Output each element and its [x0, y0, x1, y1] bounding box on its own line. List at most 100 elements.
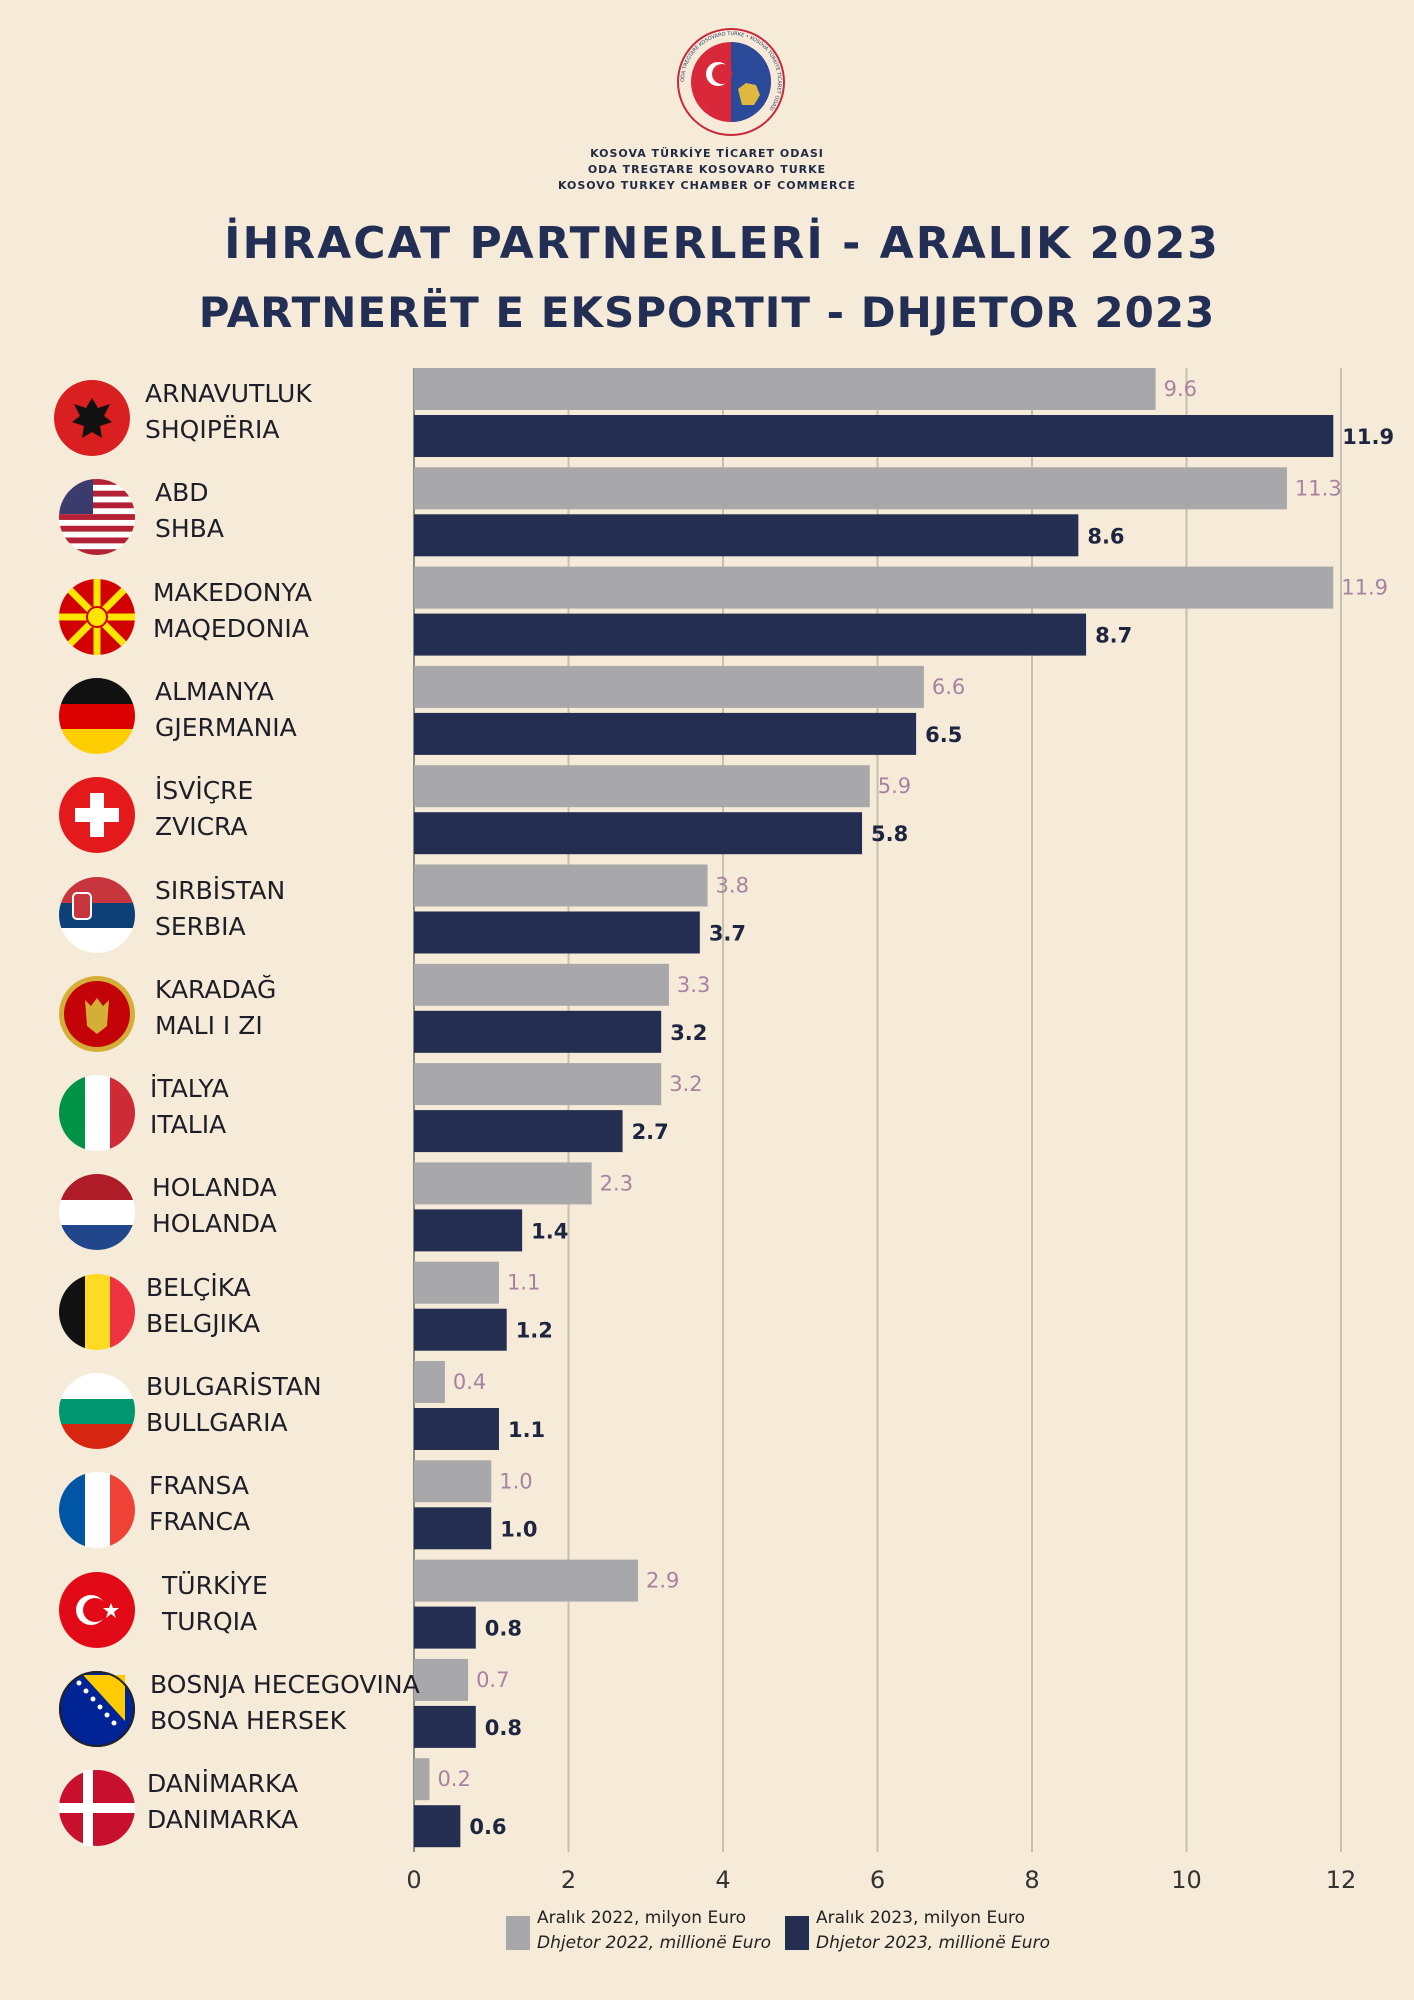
bar-2022 [414, 765, 870, 808]
data-label-2022: 3.2 [669, 1072, 702, 1096]
country-name-albanian: SERBIA [155, 911, 246, 941]
legend-text-2023-line2: Dhjetor 2023, millionë Euro [816, 1933, 1050, 1953]
country-name-turkish: DANİMARKA [147, 1769, 299, 1799]
data-label-2022: 0.2 [437, 1767, 470, 1791]
bar-2023 [414, 1507, 492, 1550]
turkey-flag-icon [59, 1571, 135, 1648]
country-name-turkish: FRANSA [149, 1471, 249, 1501]
data-label-2022: 5.9 [878, 774, 911, 798]
bulgaria-flag-icon [59, 1373, 135, 1449]
country-name-albanian: GJERMANIA [155, 712, 297, 742]
bar-2023 [414, 1010, 662, 1053]
data-label-2022: 6.6 [932, 675, 965, 699]
x-tick-label: 0 [406, 1866, 421, 1894]
country-name-turkish: ARNAVUTLUK [145, 379, 312, 408]
belgium-flag-icon [59, 1273, 135, 1350]
country-name-albanian: SHBA [155, 514, 224, 544]
netherlands-flag-icon [59, 1174, 135, 1251]
bar-2022 [414, 467, 1287, 510]
bar-2022 [414, 1658, 469, 1701]
bar-2023 [414, 514, 1079, 557]
data-label-2023: 1.0 [500, 1517, 537, 1541]
country-name-albanian: SHQIPËRIA [145, 415, 280, 444]
country-name-turkish: SIRBİSTAN [155, 875, 286, 905]
bar-2023 [414, 1805, 461, 1848]
org-name-tr: KOSOVA TÜRKİYE TİCARET ODASI [590, 147, 824, 160]
bar-2022 [414, 963, 669, 1006]
montenegro-flag-icon [59, 975, 135, 1052]
legend-item-2022: Aralık 2022, milyon Euro Dhjetor 2022, m… [506, 1906, 771, 1956]
country-name-turkish: TÜRKİYE [162, 1570, 268, 1600]
bar-2022 [414, 368, 1156, 410]
country-name-albanian: MAQEDONIA [153, 613, 309, 643]
data-label-2023: 11.9 [1342, 425, 1394, 449]
bar-2023 [414, 712, 917, 755]
bar-2023 [414, 1209, 523, 1252]
data-label-2023: 1.2 [516, 1319, 553, 1343]
org-name-sq: ODA TREGTARE KOSOVARO TURKE [587, 163, 827, 176]
country-name-turkish: İTALYA [150, 1074, 229, 1104]
legend-swatch-2022 [506, 1916, 530, 1950]
chamber-logo: ODA TREGTARE KOSOVARO TURKE • KOSOVA TÜR… [677, 28, 785, 136]
x-tick-label: 4 [715, 1866, 730, 1894]
bar-2022 [414, 665, 924, 708]
country-name-albanian: BELGJIKA [146, 1308, 261, 1338]
data-label-2023: 0.8 [485, 1716, 522, 1740]
title-albanian: PARTNERËT E EKSPORTIT - DHJETOR 2023 [198, 288, 1216, 337]
country-name-albanian: ITALIA [150, 1110, 227, 1140]
data-label-2023: 3.2 [670, 1021, 707, 1045]
country-name-turkish: MAKEDONYA [153, 577, 312, 607]
bar-2022 [414, 1460, 492, 1503]
data-label-2022: 11.9 [1341, 576, 1388, 600]
x-tick-label: 2 [561, 1866, 576, 1894]
data-label-2022: 9.6 [1164, 377, 1197, 401]
country-name-albanian: ZVICRA [155, 812, 248, 842]
x-tick-label: 8 [1024, 1866, 1039, 1894]
bar-2023 [414, 1705, 476, 1748]
x-tick-label: 12 [1326, 1866, 1357, 1894]
albania-flag-icon [54, 380, 130, 456]
bar-2023 [414, 911, 700, 954]
data-label-2023: 8.6 [1087, 524, 1124, 548]
data-label-2023: 5.8 [871, 822, 908, 846]
country-name-albanian: MALI I ZI [155, 1010, 263, 1040]
data-label-2023: 0.8 [485, 1617, 522, 1641]
data-label-2023: 8.7 [1095, 624, 1132, 648]
data-label-2023: 1.4 [531, 1219, 568, 1243]
data-label-2022: 2.9 [646, 1569, 679, 1593]
data-label-2023: 6.5 [925, 723, 962, 747]
country-name-albanian: FRANCA [149, 1507, 251, 1537]
italy-flag-icon [59, 1075, 135, 1152]
data-label-2022: 1.0 [499, 1469, 532, 1493]
bar-2023 [414, 1408, 499, 1450]
bosnia-flag-icon [59, 1670, 135, 1747]
country-name-albanian: HOLANDA [152, 1209, 277, 1239]
legend-item-2023: Aralık 2023, milyon Euro Dhjetor 2023, m… [785, 1906, 1050, 1956]
legend-swatch-2023 [785, 1916, 809, 1950]
title-turkish: İHRACAT PARTNERLERİ - ARALIK 2023 [224, 218, 1220, 269]
serbia-flag-icon [59, 876, 135, 953]
country-name-turkish: HOLANDA [152, 1173, 277, 1203]
country-name-turkish: ALMANYA [155, 676, 274, 706]
data-label-2022: 1.1 [507, 1271, 540, 1295]
org-name-en: KOSOVO TURKEY CHAMBER OF COMMERCE [557, 179, 857, 192]
legend-text-2022-line2: Dhjetor 2022, millionë Euro [537, 1933, 771, 1953]
bar-2022 [414, 1758, 430, 1801]
bar-2023 [414, 1308, 507, 1351]
data-label-2022: 2.3 [600, 1171, 633, 1195]
data-label-2022: 3.8 [716, 874, 749, 898]
bar-2023 [414, 613, 1087, 656]
country-name-albanian: TURQIA [162, 1606, 258, 1636]
x-tick-label: 10 [1171, 1866, 1202, 1894]
country-name-turkish: BULGARİSTAN [146, 1372, 322, 1401]
denmark-flag-icon [59, 1770, 135, 1847]
country-name-albanian: BULLGARIA [146, 1408, 288, 1437]
legend-text-2022-line1: Aralık 2022, milyon Euro [537, 1908, 746, 1928]
x-tick-label: 6 [870, 1866, 885, 1894]
switzerland-flag-icon [59, 777, 135, 854]
north-macedonia-flag-icon [59, 578, 135, 655]
bar-2022 [414, 1162, 592, 1205]
country-name-turkish: BOSNJA HECEGOVINA [150, 1669, 420, 1699]
france-flag-icon [59, 1472, 135, 1549]
country-name-turkish: İSVİÇRE [155, 776, 254, 806]
